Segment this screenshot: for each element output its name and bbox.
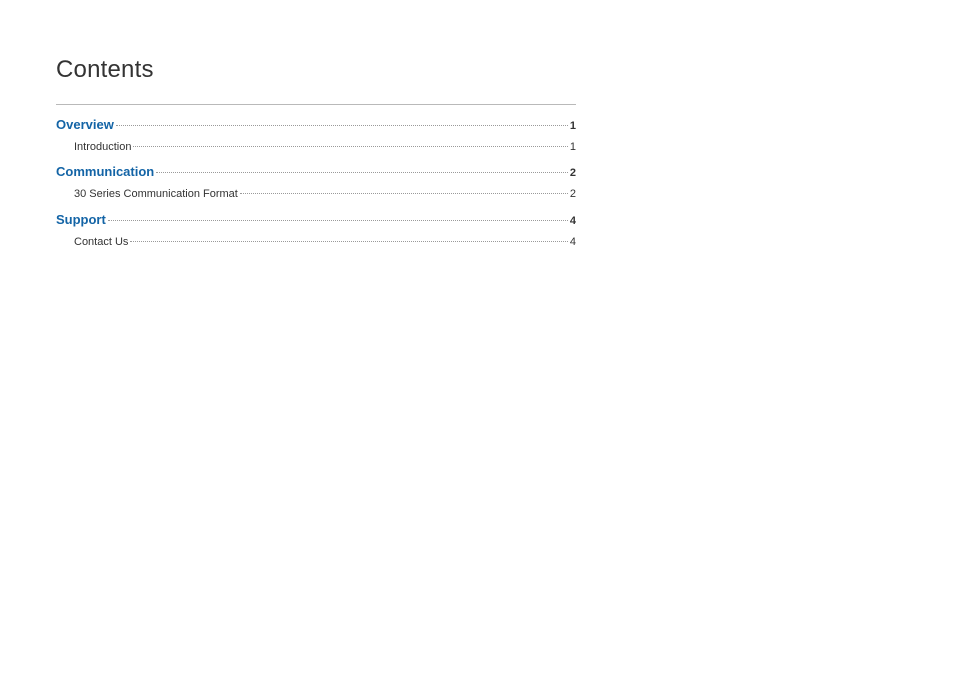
toc-section-page: 4 [570,215,576,227]
toc-group-support: Support 4 Contact Us 4 [56,210,576,248]
toc-section-page: 1 [570,120,576,132]
toc-leader-dots [116,112,568,126]
toc-section-label: Communication [56,164,154,179]
toc-sub-contact-us[interactable]: Contact Us 4 [56,231,576,248]
toc-sub-label: 30 Series Communication Format [74,188,238,200]
toc-leader-dots [133,133,567,147]
toc-sub-label: Contact Us [74,236,128,248]
toc-group-overview: Overview 1 Introduction 1 [56,115,576,153]
page-title: Contents [56,56,616,84]
toc-group-communication: Communication 2 30 Series Communication … [56,163,576,201]
toc-section-overview[interactable]: Overview 1 [56,115,576,132]
toc-sub-30-series[interactable]: 30 Series Communication Format 2 [56,183,576,200]
toc-section-label: Support [56,212,106,227]
toc-sub-label: Introduction [74,141,131,153]
toc-sub-introduction[interactable]: Introduction 1 [56,136,576,153]
toc-sub-page: 1 [570,141,576,153]
toc-section-label: Overview [56,117,114,132]
toc-section-page: 2 [570,167,576,179]
toc-sub-page: 2 [570,188,576,200]
contents-page: Contents Overview 1 Introduction 1 Commu… [0,0,616,248]
table-of-contents: Overview 1 Introduction 1 Communication … [56,115,576,248]
title-rule [56,104,576,105]
toc-leader-dots [240,180,568,194]
toc-section-support[interactable]: Support 4 [56,210,576,227]
toc-leader-dots [156,160,568,174]
toc-leader-dots [130,228,567,242]
toc-section-communication[interactable]: Communication 2 [56,163,576,180]
toc-leader-dots [108,207,568,221]
toc-sub-page: 4 [570,236,576,248]
